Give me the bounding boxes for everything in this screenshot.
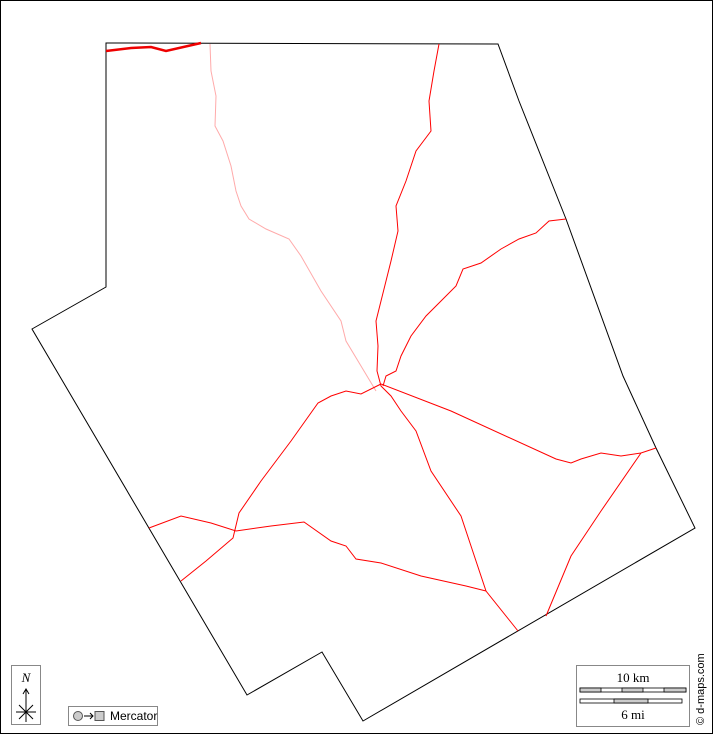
projection-label: Mercator [110, 709, 158, 723]
north-arrow-icon [16, 688, 36, 722]
road [382, 218, 567, 387]
county-boundary [31, 42, 696, 722]
credit: © d-maps.com [695, 653, 707, 725]
projection-icon [73, 711, 105, 721]
scale-km-label: 10 km [616, 670, 650, 685]
road-major [105, 41, 202, 53]
scale-bars [579, 687, 687, 704]
road [545, 452, 642, 617]
projection-legend: Mercator [68, 706, 158, 726]
north-label: N [21, 670, 31, 685]
scale-mi-label: 6 mi [621, 707, 645, 722]
road [380, 383, 657, 464]
road [375, 43, 519, 632]
scale-bar: 10 km 6 mi [576, 665, 690, 727]
compass: N [11, 665, 41, 725]
road [148, 515, 487, 592]
road-minor [209, 43, 377, 392]
road [180, 383, 382, 582]
